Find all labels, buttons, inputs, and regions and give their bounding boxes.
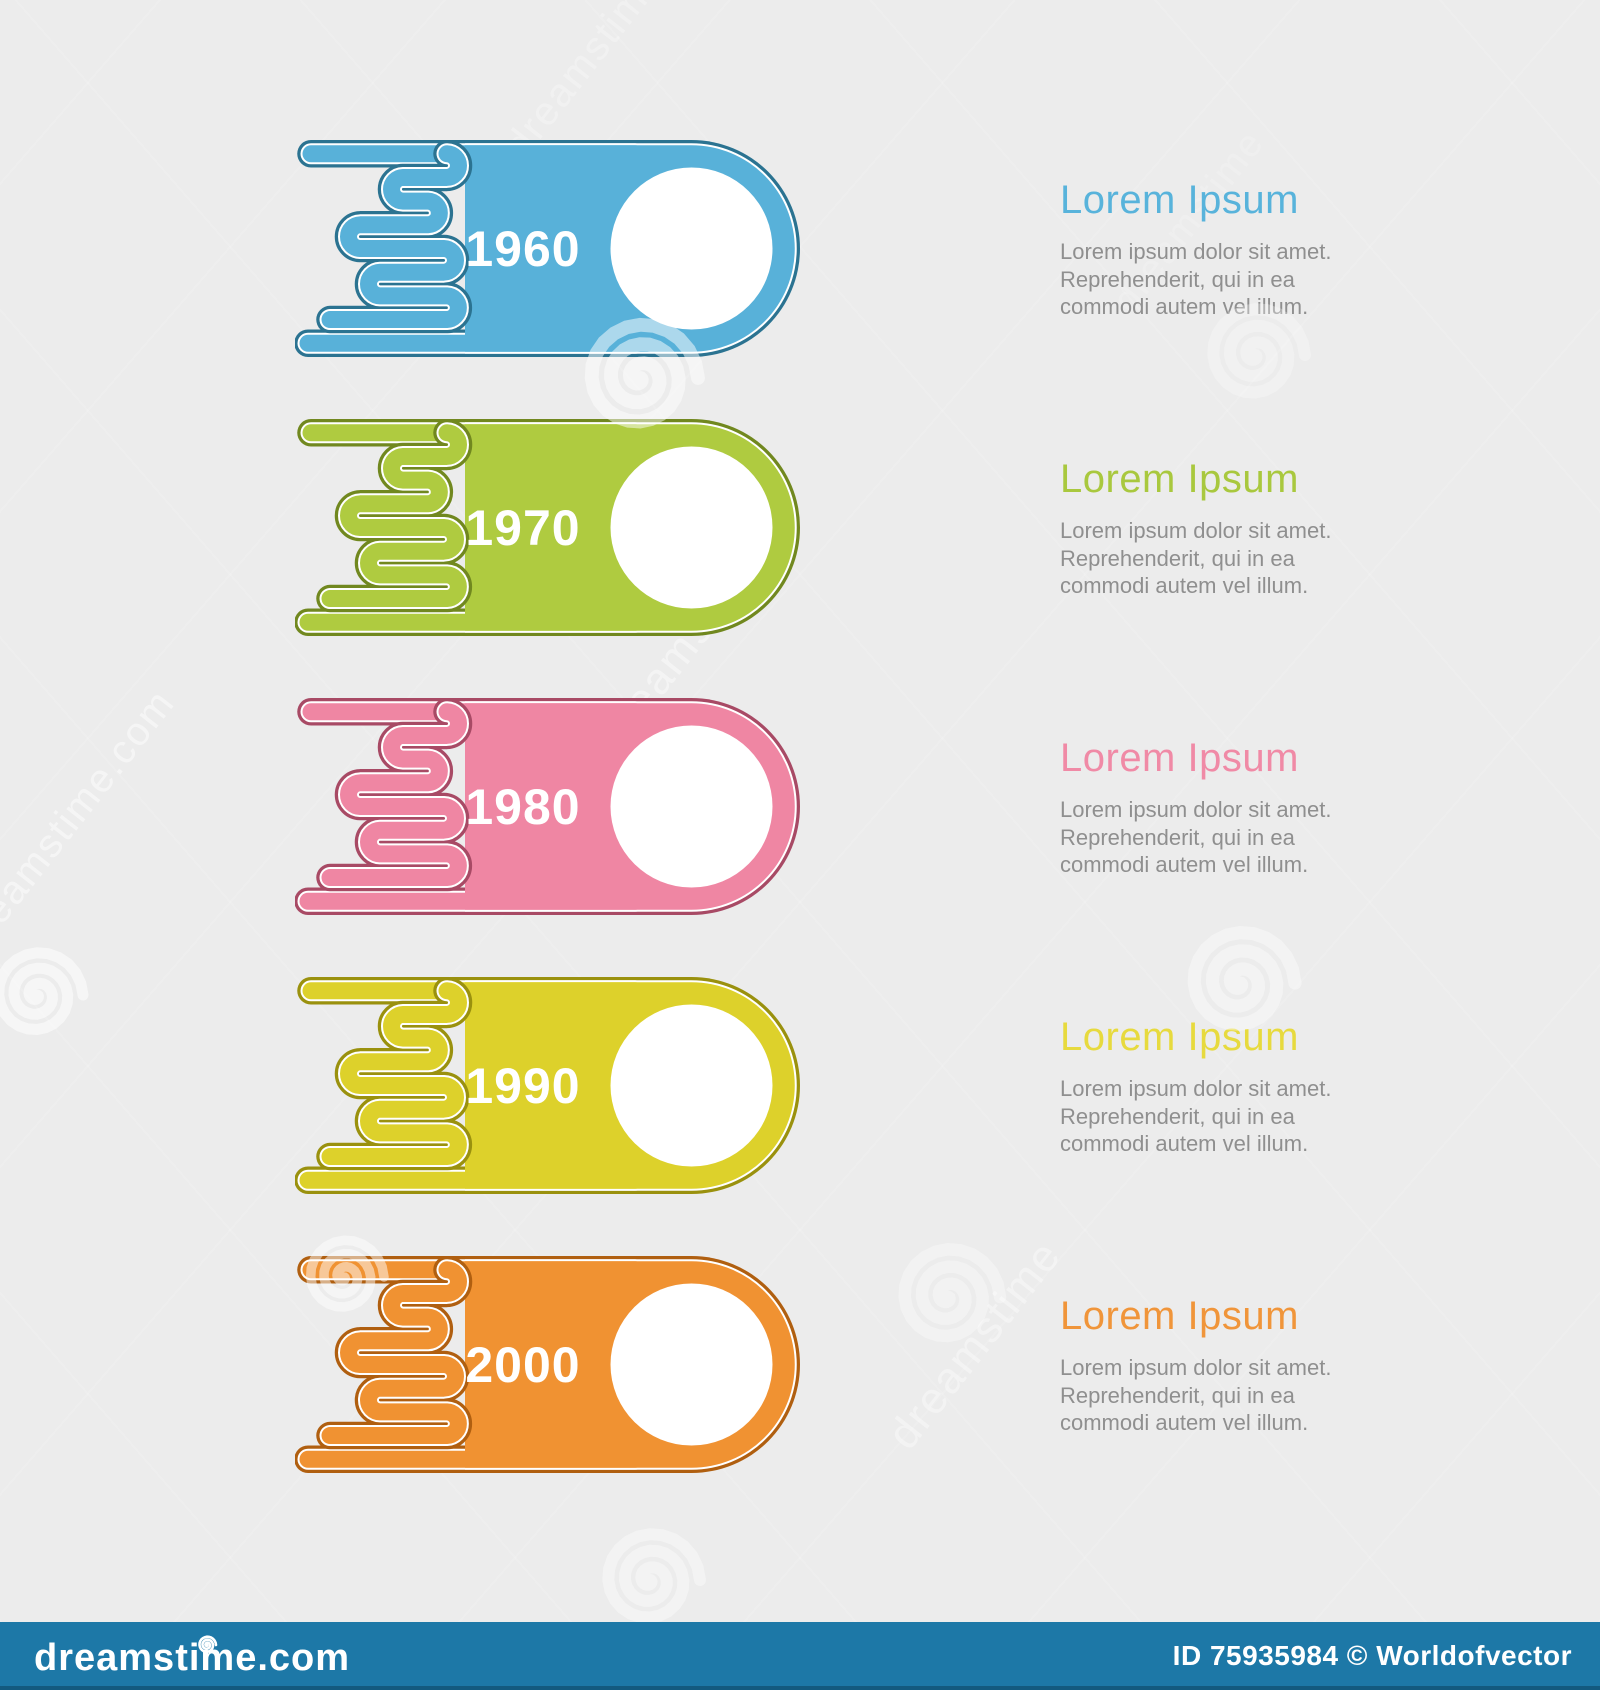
comet-trail <box>316 140 473 334</box>
comet-slot-1970: 1970 <box>295 419 800 636</box>
body-line: Lorem ipsum dolor sit amet. <box>1060 797 1332 822</box>
milestone-circle <box>610 446 773 609</box>
comet-badge-1970: 1970 <box>295 419 800 636</box>
comet-slot-1960: 1960 <box>295 140 800 357</box>
comet-badge-2000: 2000 <box>295 1256 800 1473</box>
dreamstime-spiral-icon <box>194 1624 220 1668</box>
text-block-1960: Lorem Ipsum Lorem ipsum dolor sit amet. … <box>1060 178 1390 321</box>
comet-badge-1960: 1960 <box>295 140 800 357</box>
comet-trail <box>316 1256 473 1450</box>
body-line: Reprehenderit, qui in ea <box>1060 1103 1295 1129</box>
body-line: Reprehenderit, qui in ea <box>1060 266 1295 292</box>
block-heading: Lorem Ipsum <box>1060 178 1299 222</box>
body-line: Reprehenderit, qui in ea <box>1060 1382 1295 1408</box>
watermark-footer-bar: dreamstime.com ID 75935984 © Worldofvect… <box>0 1622 1600 1690</box>
block-body: Lorem ipsum dolor sit amet. Reprehenderi… <box>1060 1354 1390 1437</box>
comet-trail <box>316 977 473 1171</box>
text-block-1970: Lorem Ipsum Lorem ipsum dolor sit amet. … <box>1060 457 1390 600</box>
dreamstime-logo-spiral-icon <box>198 1635 218 1654</box>
body-line: commodi autem vel illum. <box>1060 1410 1309 1435</box>
block-heading: Lorem Ipsum <box>1060 1294 1299 1338</box>
year-label: 1980 <box>465 779 580 835</box>
year-label: 1990 <box>465 1058 580 1114</box>
watermark-text: dreamstime.com <box>0 681 184 964</box>
body-line: commodi autem vel illum. <box>1060 852 1309 877</box>
comet-slot-1990: 1990 <box>295 977 800 1194</box>
milestone-circle <box>610 1283 773 1446</box>
year-label: 1970 <box>465 500 580 556</box>
body-line: commodi autem vel illum. <box>1060 573 1309 598</box>
dreamstime-logo-text: dreamstime.com <box>34 1637 351 1679</box>
spiral-watermark-icon <box>602 1528 706 1624</box>
block-heading: Lorem Ipsum <box>1060 457 1299 501</box>
dreamstime-logo: dreamstime.com <box>34 1635 351 1680</box>
body-line: Lorem ipsum dolor sit amet. <box>1060 239 1332 264</box>
block-heading: Lorem Ipsum <box>1060 736 1299 780</box>
comet-slot-1980: 1980 <box>295 698 800 915</box>
body-line: commodi autem vel illum. <box>1060 294 1309 319</box>
comet-trail <box>316 698 473 892</box>
body-line: Lorem ipsum dolor sit amet. <box>1060 1076 1332 1101</box>
block-body: Lorem ipsum dolor sit amet. Reprehenderi… <box>1060 1075 1390 1158</box>
block-heading: Lorem Ipsum <box>1060 1015 1299 1059</box>
comet-trail <box>316 419 473 613</box>
spiral-watermark-icon <box>0 947 89 1036</box>
block-body: Lorem ipsum dolor sit amet. Reprehenderi… <box>1060 517 1390 600</box>
watermark-text: dreamstime <box>878 1231 1071 1459</box>
spiral-watermark-icon <box>898 1243 1007 1343</box>
body-line: Lorem ipsum dolor sit amet. <box>1060 518 1332 543</box>
text-block-1990: Lorem Ipsum Lorem ipsum dolor sit amet. … <box>1060 1015 1390 1158</box>
milestone-circle <box>610 725 773 888</box>
text-block-2000: Lorem Ipsum Lorem ipsum dolor sit amet. … <box>1060 1294 1390 1437</box>
text-block-1980: Lorem Ipsum Lorem ipsum dolor sit amet. … <box>1060 736 1390 879</box>
year-label: 2000 <box>465 1337 580 1393</box>
milestone-circle <box>610 1004 773 1167</box>
body-line: commodi autem vel illum. <box>1060 1131 1309 1156</box>
body-line: Reprehenderit, qui in ea <box>1060 824 1295 850</box>
body-line: Reprehenderit, qui in ea <box>1060 545 1295 571</box>
milestone-circle <box>610 167 773 330</box>
year-label: 1960 <box>465 221 580 277</box>
comet-badge-1980: 1980 <box>295 698 800 915</box>
comet-slot-2000: 2000 <box>295 1256 800 1473</box>
body-line: Lorem ipsum dolor sit amet. <box>1060 1355 1332 1380</box>
block-body: Lorem ipsum dolor sit amet. Reprehenderi… <box>1060 796 1390 879</box>
block-body: Lorem ipsum dolor sit amet. Reprehenderi… <box>1060 238 1390 321</box>
comet-badge-1990: 1990 <box>295 977 800 1194</box>
image-id-credit: ID 75935984 © Worldofvector <box>1172 1640 1572 1671</box>
